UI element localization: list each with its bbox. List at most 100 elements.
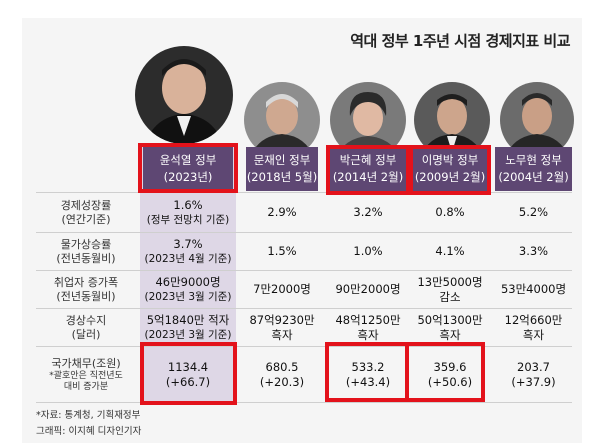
header-park-name: 박근혜 정부 [339, 153, 397, 167]
row-label-debt: 국가채무(조원) *괄호안은 직전년도 대비 증가분 [36, 347, 136, 402]
table-cell: 0.8% [412, 193, 488, 232]
table-cell: 87억9230만 흑자 [244, 309, 320, 346]
infographic-title: 역대 정부 1주년 시점 경제지표 비교 [350, 32, 570, 50]
highlight-box-lee-debt [405, 342, 485, 402]
row-label-text: 경제성장률 [60, 198, 112, 212]
cell-value: 3.2% [353, 205, 383, 219]
cell-value: 12억660만 [504, 312, 563, 327]
row-divider [36, 270, 572, 271]
table-cell: 203.7 (+37.9) [495, 347, 572, 402]
cell-note: 흑자 [357, 327, 379, 342]
cell-value: 4.1% [435, 244, 465, 258]
cell-note: (2023년 3월 기준) [144, 328, 232, 341]
row-label-note: 대비 증가분 [63, 381, 109, 392]
table-cell: 1.6% (정부 전망치 기준) [140, 193, 236, 232]
highlight-box-yoon-debt [140, 342, 237, 405]
cell-note: 흑자 [439, 327, 461, 342]
table-cell: 7만2000명 [244, 271, 320, 308]
header-moon-name: 문재인 정부 [253, 153, 311, 167]
table-cell: 48억1250만 흑자 [330, 309, 406, 346]
cell-note: (+50.6) [427, 374, 473, 389]
highlight-box-park-header [326, 145, 410, 195]
cell-value: 5억1840만 적자 [146, 312, 230, 327]
highlight-box-lee-header [409, 145, 491, 195]
table-cell: 3.7% (2023년 4월 기준) [140, 233, 236, 270]
table-cell: 5.2% [495, 193, 572, 232]
cell-value: 1.5% [267, 244, 297, 258]
table-cell: 680.5 (+20.3) [244, 347, 320, 402]
cell-note: 흑자 [522, 327, 545, 342]
table-cell: 1.0% [330, 233, 406, 270]
table-cell: 13만5000명 감소 [412, 271, 488, 308]
row-label-text: 물가상승률 [60, 237, 112, 251]
cell-note: (+20.3) [259, 374, 305, 389]
cell-value: 5.2% [518, 205, 549, 219]
cell-note: (정부 전망치 기준) [146, 213, 230, 226]
cell-value: 533.2 [351, 359, 385, 374]
portrait-yoon [135, 46, 233, 144]
table-cell: 1.5% [244, 233, 320, 270]
cell-note: (2023년 3월 기준) [144, 290, 232, 303]
header-moon-date: (2018년 5월) [246, 170, 318, 184]
row-divider [36, 402, 572, 403]
header-lee-name: 이명박 정부 [421, 153, 479, 167]
header-lee: 이명박 정부 (2009년 2월) [412, 147, 488, 191]
highlight-box-park-debt [325, 342, 409, 402]
table-cell: 1134.4 (+66.7) [140, 347, 236, 402]
cell-note: (+66.7) [165, 374, 211, 389]
row-label-text: 경상수지 [65, 313, 107, 327]
cell-value: 53만4000명 [500, 282, 567, 296]
row-divider [36, 192, 572, 193]
header-lee-date: (2009년 2월) [414, 170, 486, 184]
cell-note: (+37.9) [511, 374, 556, 389]
source-note: *자료: 통계청, 기획재정부 [36, 410, 141, 421]
cell-note: 흑자 [271, 327, 293, 342]
table-cell: 4.1% [412, 233, 488, 270]
cell-value: 680.5 [265, 359, 299, 374]
row-label-growth: 경제성장률 (연간기준) [36, 193, 136, 232]
row-label-current-account: 경상수지 (달러) [36, 309, 136, 346]
cell-value: 3.3% [518, 244, 549, 258]
cell-value: 1.0% [353, 244, 383, 258]
header-yoon-date: (2023년) [163, 170, 213, 184]
row-label-subtext: (연간기준) [61, 212, 111, 226]
header-park-date: (2014년 2월) [332, 170, 404, 184]
cell-value: 0.8% [435, 205, 465, 219]
table-cell: 50억1300만 흑자 [412, 309, 488, 346]
row-label-text: 취업자 증가폭 [53, 275, 119, 289]
cell-value: 359.6 [433, 359, 467, 374]
cell-note: (2023년 4월 기준) [144, 252, 232, 265]
table-cell: 3.3% [495, 233, 572, 270]
cell-value: 203.7 [517, 359, 550, 374]
table-cell: 53만4000명 [495, 271, 572, 308]
cell-value: 7만2000명 [253, 282, 311, 296]
cell-value: 3.7% [173, 236, 203, 251]
row-label-subtext: (전년동월비) [56, 289, 116, 303]
cell-value: 48억1250만 [335, 312, 401, 327]
header-roh-date: (2004년 2월) [498, 170, 569, 184]
header-moon: 문재인 정부 (2018년 5월) [246, 147, 318, 191]
row-label-text: 국가채무(조원) [51, 356, 121, 370]
graphic-credit: 그래픽: 이지혜 디자인기자 [36, 426, 142, 437]
table-cell: 12억660만 흑자 [495, 309, 572, 346]
header-roh-name: 노무현 정부 [505, 153, 562, 167]
highlight-box-yoon-header [138, 143, 238, 193]
cell-value: 50억1300만 [417, 312, 483, 327]
row-label-employment: 취업자 증가폭 (전년동월비) [36, 271, 136, 308]
table-cell: 533.2 (+43.4) [330, 347, 406, 402]
cell-value: 46만9000명 [155, 274, 221, 289]
cell-value: 1.6% [173, 197, 203, 212]
row-label-subtext: (달러) [71, 327, 101, 341]
row-label-note: *괄호안은 직전년도 [49, 370, 123, 381]
table-cell: 3.2% [330, 193, 406, 232]
row-divider [36, 346, 572, 347]
table-cell: 46만9000명 (2023년 3월 기준) [140, 271, 236, 308]
cell-note: 감소 [439, 289, 461, 304]
cell-value: 1134.4 [167, 359, 209, 374]
cell-value: 13만5000명 [417, 274, 483, 289]
header-roh: 노무현 정부 (2004년 2월) [495, 147, 572, 191]
cell-value: 87억9230만 [249, 312, 315, 327]
cell-value: 90만2000명 [335, 282, 401, 296]
table-cell: 359.6 (+50.6) [412, 347, 488, 402]
header-park: 박근혜 정부 (2014년 2월) [330, 147, 406, 191]
